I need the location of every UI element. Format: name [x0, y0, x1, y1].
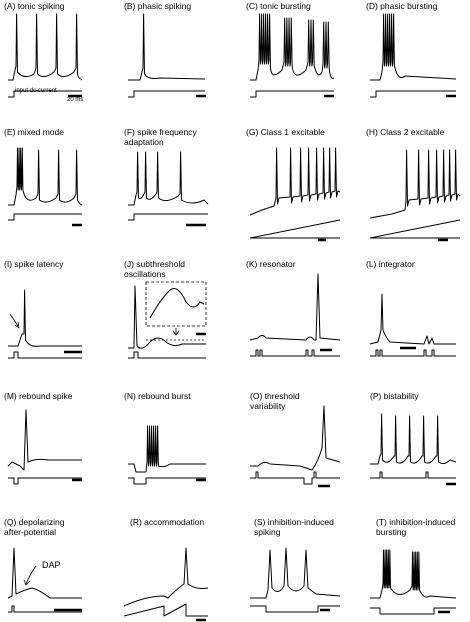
- trace-voltage-e: [8, 148, 82, 205]
- trace-voltage-h: [370, 150, 460, 218]
- panel-title-o: (O) threshold variability: [250, 391, 300, 411]
- trace-current-p: [370, 472, 456, 478]
- trace-voltage-t: [370, 550, 456, 598]
- trace-current-i: [8, 352, 82, 358]
- trace-voltage-o: [250, 406, 340, 470]
- trace-voltage-m: [8, 410, 82, 470]
- trace-current-r: [124, 604, 208, 616]
- panel-title-i: (I) spike latency: [4, 259, 64, 269]
- trace-voltage-b: [128, 14, 205, 80]
- trace-current-j: [128, 352, 206, 358]
- trace-current-a: [8, 91, 82, 97]
- panel-title-r: (R) accommodation: [130, 517, 205, 527]
- panel-title-k: (K) resonator: [246, 259, 296, 269]
- panel-title-a: (A) tonic spiking: [4, 1, 65, 11]
- panel-title-s: (S) inhibition-induced spiking: [254, 517, 334, 537]
- trace-voltage-p: [370, 414, 456, 464]
- trace-current-k: [250, 350, 340, 356]
- trace-voltage-q: [8, 548, 82, 598]
- trace-voltage-a: [8, 14, 82, 80]
- trace-voltage-f: [128, 152, 208, 205]
- panel-title-l: (L) integrator: [366, 259, 415, 269]
- trace-voltage-c: [250, 14, 334, 80]
- trace-current-h: [370, 220, 460, 238]
- inset-box-j: [146, 282, 206, 326]
- trace-current-t: [370, 608, 456, 614]
- trace-current-c: [250, 91, 334, 97]
- panel-title-b: (B) phasic spiking: [124, 1, 192, 11]
- inset-trace-j: [150, 289, 204, 319]
- panel-title-h: (H) Class 2 excitable: [366, 127, 445, 137]
- inset-arrow-j: [173, 328, 179, 335]
- trace-voltage-r: [124, 548, 208, 606]
- trace-current-f: [128, 214, 208, 220]
- panel-title-m: (M) rebound spike: [4, 391, 73, 401]
- trace-voltage-s: [250, 548, 340, 598]
- panel-title-t: (T) inhibition-induced bursting: [376, 517, 456, 537]
- panel-title-p: (P) bistability: [370, 391, 419, 401]
- trace-current-q: [8, 606, 82, 612]
- trace-voltage-l: [370, 294, 456, 344]
- trace-current-d: [370, 91, 456, 97]
- time-scale-label: 20 ms: [67, 97, 84, 103]
- panel-title-g: (G) Class 1 excitable: [246, 127, 325, 137]
- dap-label: DAP: [42, 560, 61, 570]
- latency-arrowhead-i: [15, 322, 19, 328]
- trace-current-s: [250, 606, 340, 612]
- panel-title-n: (N) rebound burst: [124, 391, 191, 401]
- panel-title-q: (Q) depolarizing after-potential: [4, 517, 65, 537]
- dap-arrowhead-q: [24, 580, 30, 585]
- panel-title-d: (D) phasic bursting: [366, 1, 438, 11]
- trace-current-o: [250, 472, 340, 484]
- panel-title-f: (F) spike frequency adaptation: [124, 127, 197, 147]
- trace-voltage-n: [128, 426, 206, 472]
- trace-current-b: [128, 91, 205, 97]
- trace-current-g: [250, 220, 340, 238]
- panel-title-j: (J) subthreshold oscillations: [124, 259, 185, 279]
- trace-current-e: [8, 214, 82, 220]
- latency-arrow-i: [10, 314, 18, 326]
- input-current-label: input dc-current: [15, 88, 57, 94]
- panel-title-e: (E) mixed mode: [4, 127, 64, 137]
- trace-current-n: [128, 478, 206, 484]
- trace-voltage-j: [128, 286, 206, 348]
- trace-current-l: [370, 350, 456, 356]
- panel-title-c: (C) tonic bursting: [246, 1, 311, 11]
- trace-voltage-g: [250, 148, 340, 215]
- trace-voltage-i: [8, 290, 82, 346]
- trace-voltage-d: [370, 14, 456, 80]
- dap-arrow-q: [26, 566, 36, 584]
- trace-current-m: [8, 478, 82, 484]
- trace-voltage-k: [250, 274, 340, 340]
